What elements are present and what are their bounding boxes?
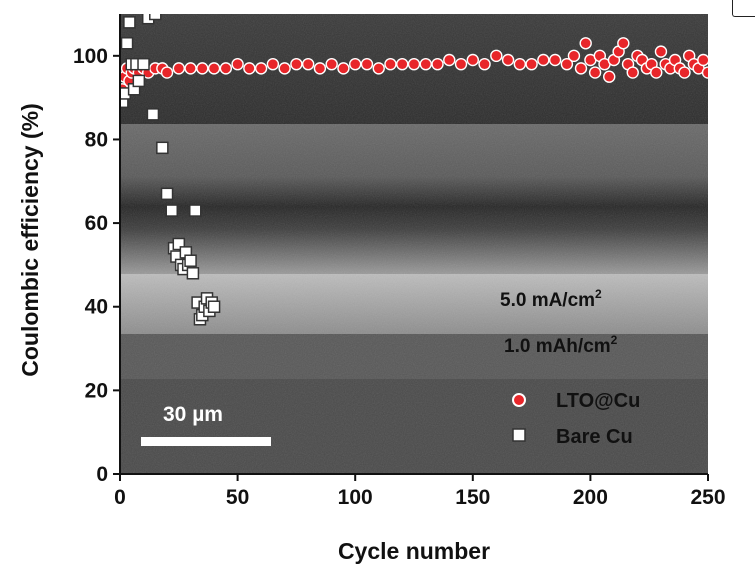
data-point-lto-cu — [654, 45, 668, 58]
data-point-bare-cu — [156, 141, 169, 155]
y-tick-label: 60 — [85, 212, 108, 235]
series-bare-cu — [120, 14, 221, 326]
data-point-lto-cu — [407, 57, 421, 71]
data-point-lto-cu — [254, 62, 268, 75]
scale-bar-label: 30 µm — [163, 403, 223, 426]
x-tick-label: 50 — [226, 486, 249, 509]
data-point-lto-cu — [617, 37, 630, 50]
data-point-lto-cu — [349, 57, 362, 71]
data-point-lto-cu — [701, 66, 708, 79]
scale-bar-line — [141, 437, 271, 446]
data-point-lto-cu — [537, 53, 550, 67]
legend-label-lto-cu: LTO@Cu — [556, 390, 640, 412]
data-point-lto-cu — [650, 66, 663, 79]
data-point-lto-cu — [266, 57, 280, 71]
capacity-annotation: 1.0 mAh/cm2 — [504, 333, 618, 357]
data-point-lto-cu — [290, 57, 303, 71]
data-point-bare-cu — [207, 300, 221, 313]
data-point-lto-cu — [301, 57, 315, 71]
x-tick-label: 150 — [455, 486, 490, 509]
y-tick-label: 20 — [85, 379, 108, 402]
data-point-lto-cu — [231, 57, 244, 71]
data-point-lto-cu — [278, 62, 291, 75]
data-point-lto-cu — [219, 62, 233, 75]
y-axis-title: Coulombic efficiency (%) — [17, 103, 43, 376]
current-density-annotation: 5.0 mA/cm2 — [500, 287, 602, 311]
data-point-bare-cu — [184, 254, 197, 267]
legend-marker-lto-cu — [512, 393, 526, 407]
y-tick-label: 40 — [85, 296, 108, 319]
x-tick-label: 0 — [114, 486, 126, 509]
data-point-lto-cu — [419, 57, 432, 71]
legend-label-bare-cu: Bare Cu — [556, 426, 633, 448]
data-point-lto-cu — [431, 57, 444, 71]
data-point-lto-cu — [567, 49, 581, 63]
data-point-lto-cu — [184, 62, 197, 75]
data-point-bare-cu — [123, 16, 136, 29]
data-point-lto-cu — [313, 62, 327, 75]
series-lto-cu — [120, 37, 708, 96]
data-point-lto-cu — [160, 66, 174, 79]
data-point-bare-cu — [149, 14, 162, 21]
x-axis-title: Cycle number — [338, 538, 490, 564]
data-point-lto-cu — [603, 70, 616, 83]
data-point-lto-cu — [513, 57, 527, 71]
data-point-lto-cu — [196, 62, 209, 75]
data-point-lto-cu — [325, 57, 338, 71]
data-point-lto-cu — [466, 53, 479, 67]
data-point-bare-cu — [165, 204, 178, 217]
data-point-lto-cu — [501, 53, 515, 67]
data-point-bare-cu — [186, 267, 200, 280]
legend: LTO@Cu Bare Cu — [512, 390, 640, 448]
legend-marker-bare-cu — [512, 428, 526, 442]
data-point-lto-cu — [337, 62, 350, 75]
data-point-lto-cu — [478, 57, 491, 71]
data-point-bare-cu — [146, 108, 160, 121]
data-point-bare-cu — [132, 74, 146, 88]
data-point-lto-cu — [579, 37, 592, 50]
data-point-lto-cu — [396, 57, 409, 71]
data-point-lto-cu — [525, 57, 538, 71]
data-point-lto-cu — [172, 62, 186, 75]
x-tick-label: 200 — [573, 486, 608, 509]
sem-micrograph-background — [120, 14, 708, 474]
data-point-lto-cu — [678, 66, 691, 79]
axes: 0 50 100 150 200 250 0 20 40 60 80 100 — [73, 14, 726, 509]
plot-area — [120, 14, 708, 326]
data-point-bare-cu — [189, 204, 202, 217]
data-point-lto-cu — [588, 66, 602, 79]
data-point-lto-cu — [384, 57, 397, 71]
data-point-bare-cu — [172, 237, 186, 251]
data-point-lto-cu — [243, 62, 256, 75]
window-corner — [732, 0, 755, 17]
data-point-bare-cu — [160, 187, 174, 201]
data-point-lto-cu — [454, 57, 468, 71]
data-point-lto-cu — [360, 57, 374, 71]
scale-bar: 30 µm — [141, 403, 271, 446]
x-tick-label: 100 — [338, 486, 373, 509]
data-point-lto-cu — [443, 53, 456, 67]
y-tick-label: 80 — [85, 128, 108, 151]
data-point-bare-cu — [120, 37, 134, 50]
y-tick-label: 0 — [96, 463, 108, 486]
data-point-lto-cu — [207, 62, 221, 75]
data-point-lto-cu — [574, 62, 588, 75]
data-point-lto-cu — [548, 53, 562, 67]
data-point-lto-cu — [372, 62, 385, 75]
y-tick-label: 100 — [73, 45, 108, 68]
x-tick-label: 250 — [690, 486, 725, 509]
data-point-bare-cu — [137, 57, 150, 71]
data-point-lto-cu — [626, 66, 639, 79]
data-point-lto-cu — [490, 49, 503, 63]
data-point-lto-cu — [560, 57, 574, 71]
data-point-lto-cu — [697, 53, 708, 67]
